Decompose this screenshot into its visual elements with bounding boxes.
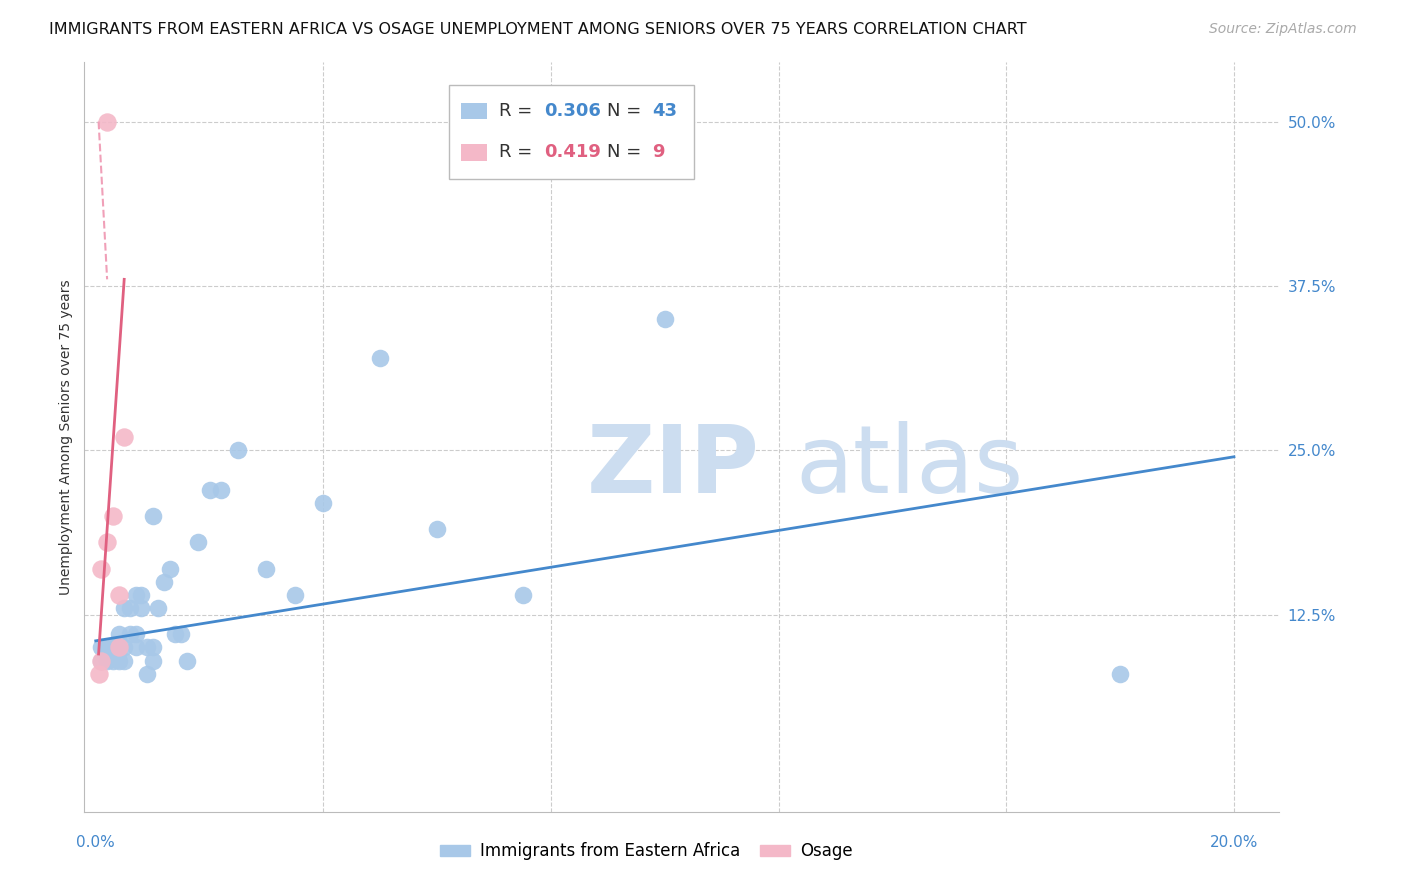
Point (96, 535, 118, 549)
Point (165, 627, 187, 641)
Point (256, 561, 278, 575)
Point (90, 561, 112, 575)
Text: N =: N = (606, 144, 647, 161)
Point (148, 601, 170, 615)
Point (90, 654, 112, 668)
Point (96, 114, 118, 128)
Point (112, 430, 135, 444)
Point (284, 588, 307, 602)
Point (112, 640, 135, 655)
Text: 43: 43 (652, 103, 678, 120)
Text: atlas: atlas (796, 421, 1024, 513)
Point (142, 640, 165, 655)
Point (187, 535, 209, 549)
Point (136, 666, 159, 681)
Text: R =: R = (499, 103, 538, 120)
Point (176, 654, 198, 668)
Point (209, 483, 232, 497)
Legend: Immigrants from Eastern Africa, Osage: Immigrants from Eastern Africa, Osage (433, 836, 859, 867)
Point (112, 654, 135, 668)
Point (159, 561, 181, 575)
Text: 9: 9 (652, 144, 665, 161)
Point (124, 627, 146, 641)
Y-axis label: Unemployment Among Seniors over 75 years: Unemployment Among Seniors over 75 years (59, 279, 73, 595)
Point (226, 443, 249, 458)
Point (124, 588, 146, 602)
Text: 20.0%: 20.0% (1209, 836, 1258, 850)
Point (118, 601, 141, 615)
Point (96, 654, 118, 668)
Point (512, 588, 534, 602)
Text: 0.419: 0.419 (544, 144, 602, 161)
Point (90, 640, 112, 655)
Point (101, 654, 124, 668)
Point (153, 574, 176, 589)
Point (101, 640, 124, 655)
Text: 0.306: 0.306 (544, 103, 602, 120)
Point (118, 627, 141, 641)
Point (101, 508, 124, 523)
Point (368, 351, 391, 366)
Point (136, 640, 159, 655)
Point (654, 311, 676, 326)
Point (90, 654, 112, 668)
Point (87, 666, 110, 681)
Text: ZIP: ZIP (586, 421, 759, 513)
Point (142, 508, 165, 523)
Point (129, 601, 152, 615)
Text: 0.0%: 0.0% (76, 836, 115, 850)
Point (107, 640, 129, 655)
Point (124, 640, 146, 655)
Point (107, 654, 129, 668)
Point (107, 640, 129, 655)
Point (112, 601, 135, 615)
FancyBboxPatch shape (449, 85, 695, 178)
FancyBboxPatch shape (461, 145, 486, 161)
Text: Source: ZipAtlas.com: Source: ZipAtlas.com (1209, 22, 1357, 37)
Point (96, 640, 118, 655)
Point (312, 496, 335, 510)
FancyBboxPatch shape (461, 103, 486, 120)
Point (129, 588, 152, 602)
Point (198, 483, 221, 497)
Point (142, 654, 165, 668)
Text: IMMIGRANTS FROM EASTERN AFRICA VS OSAGE UNEMPLOYMENT AMONG SENIORS OVER 75 YEARS: IMMIGRANTS FROM EASTERN AFRICA VS OSAGE … (49, 22, 1026, 37)
Text: R =: R = (499, 144, 538, 161)
Point (101, 640, 124, 655)
Point (1109, 666, 1132, 681)
Point (107, 627, 129, 641)
Point (107, 588, 129, 602)
Point (426, 522, 449, 536)
Point (170, 627, 193, 641)
Text: N =: N = (606, 103, 647, 120)
